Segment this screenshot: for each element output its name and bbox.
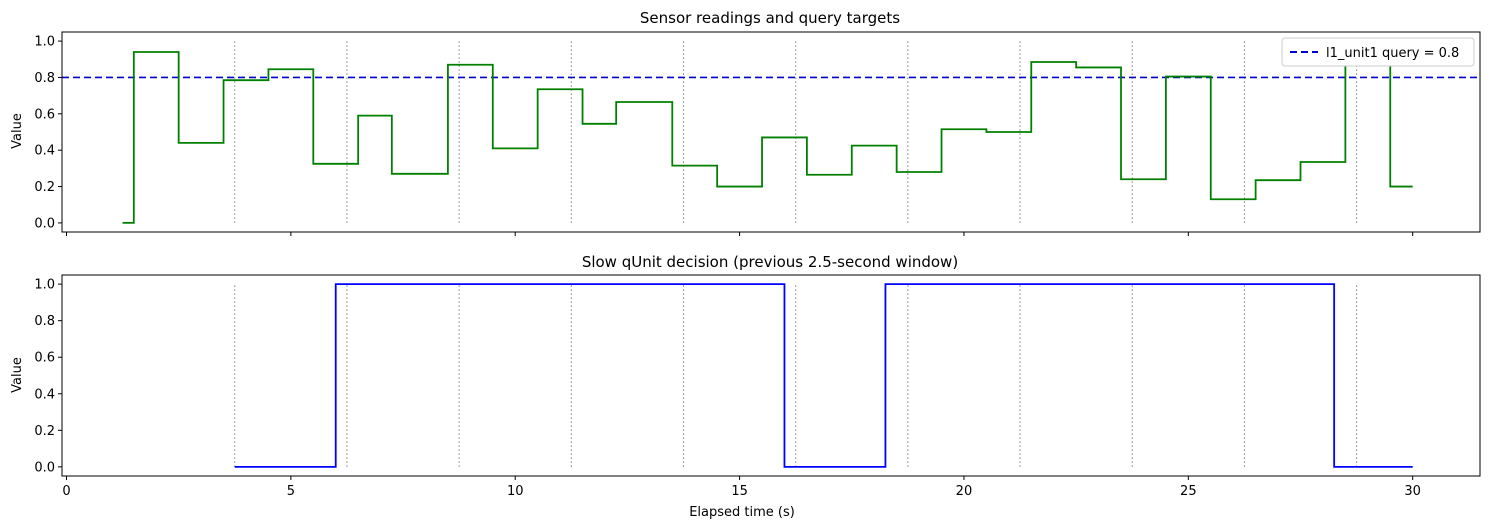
top-chart-title: Sensor readings and query targets: [640, 9, 900, 27]
legend-query-label: l1_unit1 query = 0.8: [1326, 46, 1459, 61]
bottom-x-tick-label-0: 0: [62, 484, 70, 499]
top-y-tick-label-5: 1.0: [34, 35, 55, 50]
bottom-x-tick-label-6: 30: [1404, 484, 1421, 499]
bottom-y-axis-label: Value: [10, 357, 25, 393]
top-series-line-0: [122, 51, 1413, 224]
bottom-y-tick-label-4: 0.8: [34, 314, 55, 329]
bottom-series-line-0: [234, 283, 1413, 468]
bottom-axes-frame: [61, 274, 1481, 477]
qunit-decision-subplot: Slow qUnit decision (previous 2.5-second…: [10, 253, 1481, 520]
bottom-x-tick-label-3: 15: [731, 484, 748, 499]
top-y-tick-label-1: 0.2: [34, 180, 55, 195]
bottom-plot-area: [234, 283, 1413, 468]
bottom-x-tick-label-4: 20: [956, 484, 973, 499]
bottom-y-tick-label-1: 0.2: [34, 424, 55, 439]
sensor-readings-subplot: Sensor readings and query targets Value …: [10, 9, 1481, 236]
top-y-tick-label-4: 0.8: [34, 71, 55, 86]
bottom-chart-title: Slow qUnit decision (previous 2.5-second…: [582, 253, 958, 271]
bottom-y-tick-label-0: 0.0: [34, 460, 55, 475]
x-axis-label: Elapsed time (s): [689, 505, 795, 520]
top-plot-area: [62, 41, 1480, 224]
top-legend: l1_unit1 query = 0.8: [1281, 37, 1475, 67]
bottom-x-tick-label-2: 10: [507, 484, 524, 499]
bottom-y-tick-label-5: 1.0: [34, 278, 55, 293]
top-y-tick-label-2: 0.4: [34, 144, 55, 159]
bottom-x-tick-label-1: 5: [287, 484, 295, 499]
bottom-y-tick-label-3: 0.6: [34, 351, 55, 366]
legend-box: [1281, 37, 1475, 67]
top-y-tick-label-3: 0.6: [34, 107, 55, 122]
bottom-y-tick-label-2: 0.4: [34, 387, 55, 402]
bottom-x-tick-label-5: 25: [1180, 484, 1197, 499]
top-y-tick-label-0: 0.0: [34, 216, 55, 231]
top-y-axis-label: Value: [10, 113, 25, 149]
top-axes-frame: [61, 31, 1481, 233]
